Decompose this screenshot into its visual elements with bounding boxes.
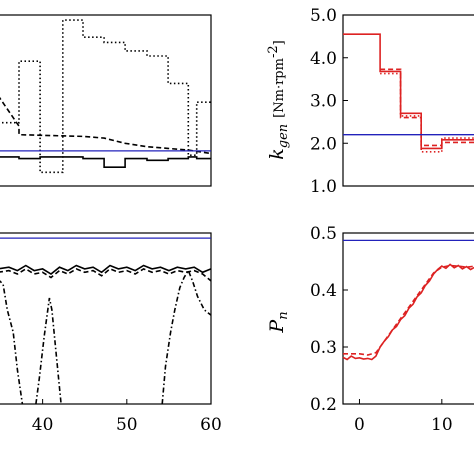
series-line-top-right-1 (380, 68, 474, 147)
plot-area-bottom-right (342, 239, 474, 361)
panel-top-right: 1.0 2.0 3.0 4.0 5.0 kgen [Nm·rpm-2] (266, 6, 474, 197)
y-tick-label-top-right-3: 4.0 (310, 49, 337, 69)
series-line-top-left-0 (0, 19, 211, 174)
series-line-bottom-left-4 (161, 268, 212, 405)
x-ticks-bottom-left: 40 50 60 (32, 399, 222, 435)
ylabel-unit: [Nm·rpm (272, 58, 287, 118)
series-line-top-right-0 (343, 33, 474, 150)
ylabel-close: ] (272, 40, 287, 45)
frame-top-left (0, 14, 212, 187)
panel-top-left (0, 14, 212, 187)
frame-bottom-left (0, 232, 212, 405)
plot-area-bottom-left (0, 237, 212, 405)
y-tick-label-bottom-right-2: 0.4 (310, 281, 337, 301)
svg-text:Pn: Pn (266, 311, 291, 333)
ylabel-sub: gen (276, 124, 291, 148)
y-tick-label-top-right-1: 2.0 (310, 134, 337, 154)
series-line-bottom-left-1 (0, 267, 212, 282)
plot-area-top-left (0, 19, 212, 174)
y-ticks-top-right: 1.0 2.0 3.0 4.0 5.0 (310, 6, 348, 197)
series-line-bottom-right-1 (342, 263, 474, 361)
ylabel-sub-pn: n (276, 311, 291, 319)
y-tick-label-top-right-0: 1.0 (310, 177, 337, 197)
series-line-top-right-2 (380, 72, 474, 153)
ylabel-main: k (266, 148, 288, 160)
y-tick-label-bottom-right-0: 0.2 (310, 395, 337, 415)
frame-bottom-right (342, 232, 474, 405)
series-line-bottom-left-2 (0, 280, 24, 405)
x-tick-label-bottom-left-1: 50 (116, 415, 138, 435)
x-tick-label-bottom-right-0: 0 (354, 415, 365, 435)
x-tick-label-bottom-left-0: 40 (32, 415, 54, 435)
series-line-top-left-1 (0, 96, 212, 155)
y-axis-label-bottom-right: Pn (266, 311, 291, 333)
series-line-top-left-2 (0, 156, 211, 168)
ylabel-main-pn: P (266, 319, 288, 334)
ylabel-exp: -2 (266, 45, 281, 58)
series-line-bottom-left-3 (35, 297, 62, 405)
series-line-bottom-left-0 (0, 264, 212, 275)
y-tick-label-bottom-right-1: 0.3 (310, 338, 337, 358)
panel-bottom-right: 0.2 0.3 0.4 0.5 0 10 Pn (266, 224, 474, 435)
y-axis-label-top-right: kgen [Nm·rpm-2] (266, 40, 291, 159)
y-tick-label-top-right-4: 5.0 (310, 6, 337, 26)
x-tick-label-bottom-left-2: 60 (200, 415, 222, 435)
frame-top-right (342, 14, 474, 187)
y-tick-label-bottom-right-3: 0.5 (310, 224, 337, 244)
y-tick-label-top-right-2: 3.0 (310, 92, 337, 112)
plot-area-top-right (343, 33, 474, 153)
panel-bottom-left: 40 50 60 (0, 232, 222, 435)
x-ticks-bottom-right: 0 10 (354, 399, 453, 435)
y-ticks-bottom-right: 0.2 0.3 0.4 0.5 (310, 224, 348, 415)
x-tick-label-bottom-right-1: 10 (431, 415, 453, 435)
svg-text:kgen[Nm·rpm-2]: kgen [Nm·rpm-2] (266, 40, 291, 159)
series-line-bottom-right-0 (343, 264, 474, 356)
